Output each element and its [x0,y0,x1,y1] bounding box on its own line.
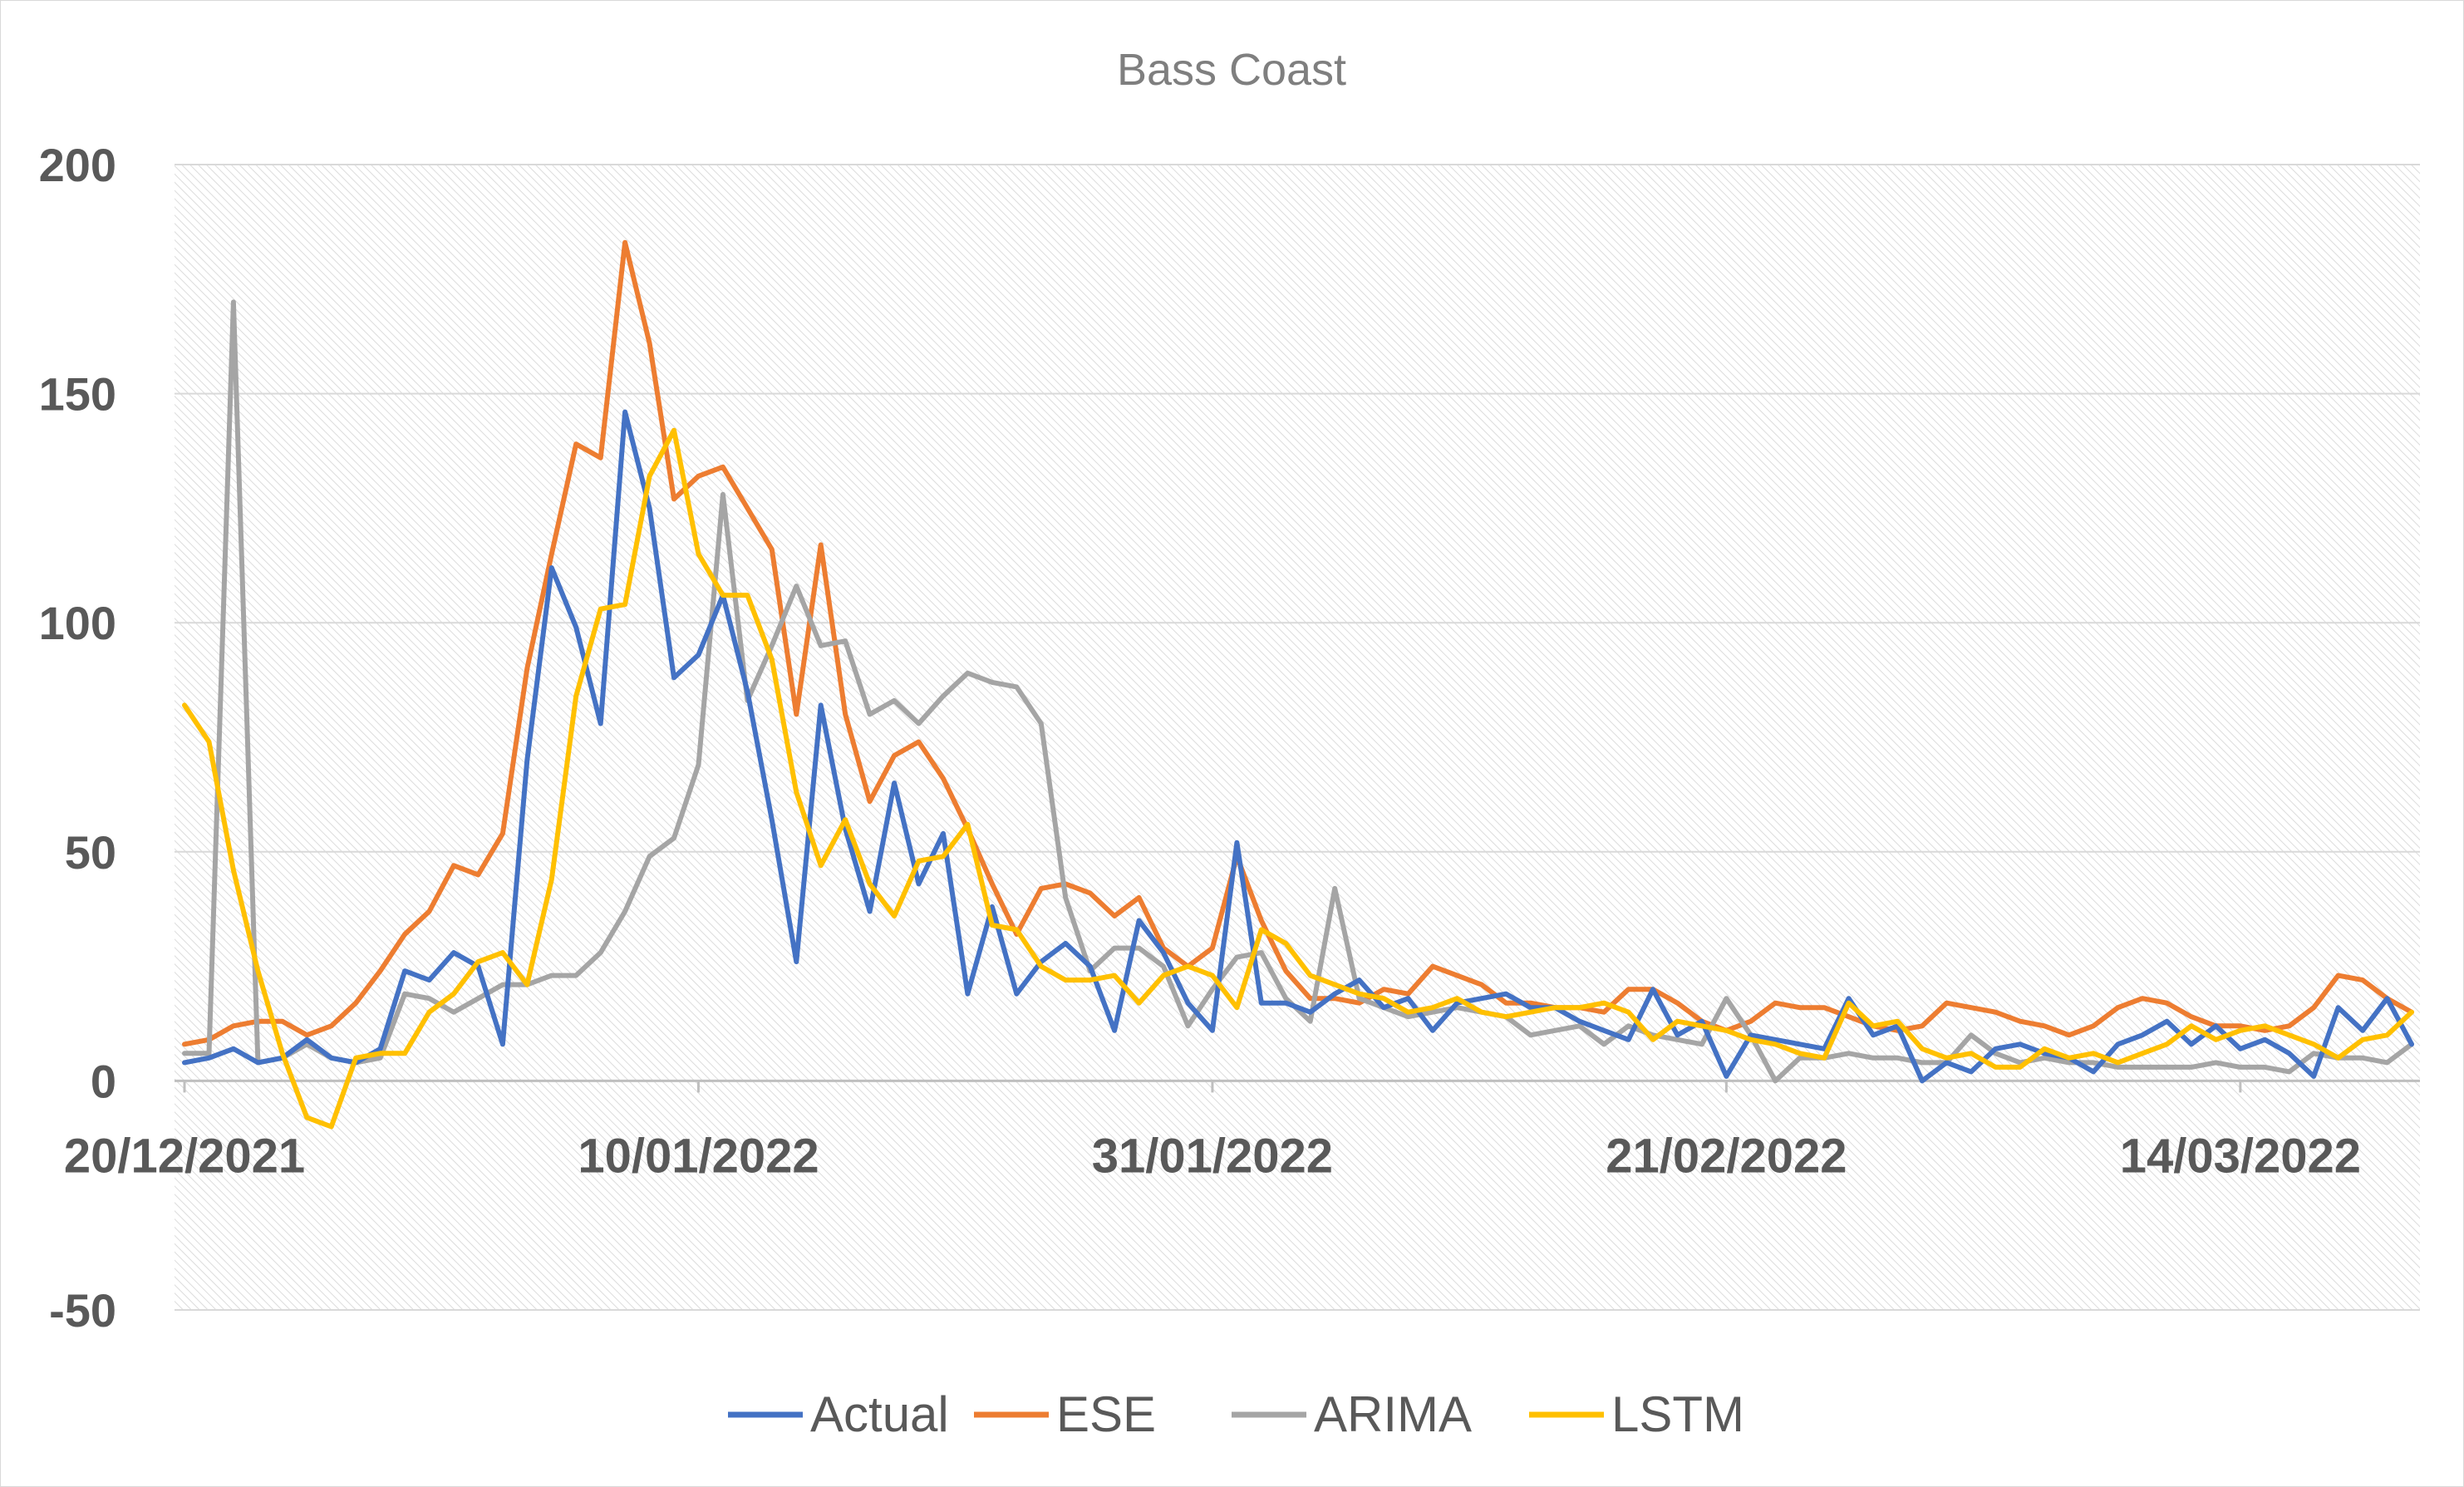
series-lines [182,239,2414,1130]
legend-item-ese[interactable]: ESE [974,1386,1156,1442]
legend-label-actual: Actual [810,1386,949,1442]
y-tick-label-3: 100 [39,597,116,649]
legend: Actual ESE ARIMA LSTM [728,1386,1744,1442]
legend-label-lstm: LSTM [1611,1386,1744,1442]
legend-label-arima: ARIMA [1314,1386,1472,1442]
legend-item-arima[interactable]: ARIMA [1232,1386,1472,1442]
legend-label-ese: ESE [1056,1386,1156,1442]
x-tick-label-2: 31/01/2022 [1092,1129,1333,1183]
plot-area [175,165,2420,1310]
series-line-lstm [182,427,2414,1130]
legend-item-lstm[interactable]: LSTM [1529,1386,1744,1442]
x-tick-label-1: 10/01/2022 [578,1129,819,1183]
series-line-ese [182,239,2414,1047]
x-tick-label-3: 21/02/2022 [1606,1129,1847,1183]
y-tick-label-1: 0 [91,1055,116,1107]
y-tick-label-0: -50 [49,1284,116,1337]
gridlines [175,164,2420,1311]
x-tick-label-0: 20/12/2021 [64,1129,305,1183]
x-axis: 20/12/2021 10/01/2022 31/01/2022 21/02/2022… [64,1079,2420,1183]
chart-title: Bass Coast [1117,45,1346,95]
y-tick-label-4: 150 [39,368,116,421]
y-tick-label-2: 50 [65,826,116,879]
y-tick-label-5: 200 [39,139,116,191]
y-axis-ticks: -50 0 50 100 150 200 [39,139,116,1337]
legend-item-actual[interactable]: Actual [728,1386,949,1442]
x-tick-label-4: 14/03/2022 [2120,1129,2361,1183]
